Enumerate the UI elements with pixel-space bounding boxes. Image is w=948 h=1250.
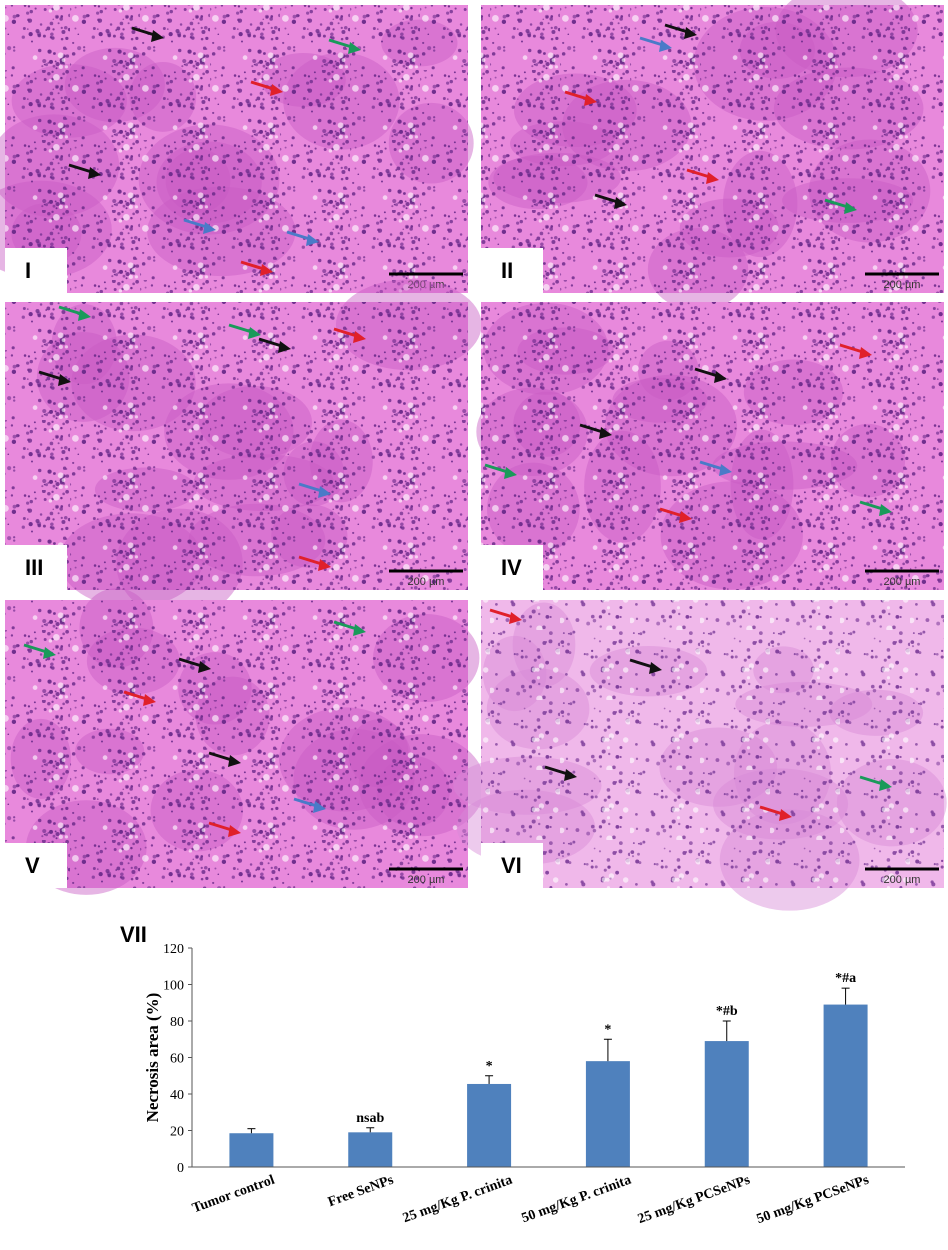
scale-bar-label: 200 µm	[408, 874, 445, 886]
arrow-head	[706, 172, 719, 184]
y-tick-label: 0	[177, 1161, 184, 1176]
arrow-head	[228, 755, 241, 767]
significance-label: nsab	[356, 1111, 384, 1126]
arrow-head	[614, 197, 627, 209]
panel-label: VII	[120, 922, 147, 947]
arrow-head	[43, 647, 56, 659]
panel-label: III	[25, 555, 43, 580]
arrow-head	[504, 467, 517, 479]
x-tick-label: 25 mg/Kg PCSeNPs	[636, 1172, 753, 1227]
arrow-head	[714, 371, 727, 383]
arrow-head	[228, 825, 241, 837]
label-box	[481, 545, 543, 590]
scale-bar-label: 200 µm	[884, 576, 921, 588]
label-box	[5, 248, 67, 293]
arrow-head	[659, 40, 672, 52]
bar	[467, 1083, 512, 1167]
bar	[585, 1061, 630, 1167]
scale-bar-label: 200 µm	[884, 279, 921, 291]
arrow-head	[306, 234, 319, 246]
significance-label: *	[486, 1059, 493, 1074]
arrow-head	[684, 27, 697, 39]
significance-label: *#a	[835, 971, 856, 986]
scale-bar-label: 200 µm	[884, 874, 921, 886]
label-box	[5, 843, 67, 888]
arrow-head	[844, 202, 857, 214]
tissue-texture	[481, 5, 944, 293]
bar	[823, 1004, 868, 1167]
tissue-texture	[481, 302, 944, 590]
bar	[348, 1132, 393, 1167]
arrow-head	[348, 42, 361, 54]
arrow-head	[313, 801, 326, 813]
arrow-head	[719, 464, 732, 476]
scale-bar-label: 200 µm	[408, 279, 445, 291]
scale-bar-label: 200 µm	[408, 576, 445, 588]
arrow-head	[248, 327, 261, 339]
micrograph-panel: III 200 µm	[5, 279, 482, 619]
arrow-head	[509, 612, 522, 624]
arrow-head	[599, 427, 612, 439]
arrow-head	[353, 331, 366, 343]
micrograph-panel: IV 200 µm	[476, 302, 944, 590]
arrow-head	[779, 809, 792, 821]
arrow-head	[78, 309, 91, 321]
panel-label: II	[501, 258, 513, 283]
y-tick-label: 20	[170, 1125, 184, 1140]
arrow-head	[198, 661, 211, 673]
micrograph-panel: II 200 µm	[481, 0, 944, 311]
panel-label: IV	[501, 555, 522, 580]
panel-label: V	[25, 853, 40, 878]
arrow-head	[649, 662, 662, 674]
y-tick-label: 120	[163, 942, 184, 957]
panel-label: I	[25, 258, 31, 283]
arrow-head	[859, 347, 872, 359]
arrow-head	[270, 84, 283, 96]
arrow-head	[679, 511, 692, 523]
significance-label: *	[604, 1022, 611, 1037]
tissue-texture	[5, 600, 468, 888]
x-tick-label: 25 mg/Kg P. crinita	[401, 1173, 515, 1227]
x-tick-label: Tumor control	[190, 1173, 276, 1217]
x-tick-label: Free SeNPs	[326, 1172, 396, 1210]
arrow-head	[278, 341, 291, 353]
tissue-texture	[5, 302, 468, 590]
y-tick-label: 100	[163, 979, 184, 994]
arrow-head	[879, 779, 892, 791]
arrow-head	[88, 167, 101, 179]
arrow-head	[353, 624, 366, 636]
arrow-head	[260, 264, 273, 276]
y-axis-label: Necrosis area (%)	[143, 993, 162, 1123]
micrograph-panel: V 200 µm	[5, 588, 486, 895]
y-tick-label: 80	[170, 1015, 184, 1030]
tissue-texture	[481, 600, 944, 888]
label-box	[481, 248, 543, 293]
arrow-head	[318, 486, 331, 498]
arrow-head	[318, 559, 331, 571]
significance-label: *#b	[716, 1004, 738, 1019]
label-box	[5, 545, 67, 590]
y-tick-label: 60	[170, 1052, 184, 1067]
arrow-head	[203, 222, 216, 234]
x-tick-label: 50 mg/Kg PCSeNPs	[755, 1172, 872, 1227]
panel-label: VI	[501, 853, 522, 878]
arrow-head	[584, 94, 597, 106]
arrow-head	[879, 504, 892, 516]
arrow-head	[151, 30, 164, 42]
arrow-head	[58, 374, 71, 386]
bar	[704, 1041, 749, 1167]
x-tick-label: 50 mg/Kg P. crinita	[520, 1173, 634, 1227]
arrow-head	[564, 769, 577, 781]
arrow-head	[143, 694, 156, 706]
micrograph-panel: I 200 µm	[0, 5, 474, 293]
bar	[229, 1133, 274, 1167]
micrograph-panel: VI 200 µm	[453, 600, 947, 911]
tissue-texture	[5, 5, 468, 293]
y-tick-label: 40	[170, 1088, 184, 1103]
label-box	[481, 843, 543, 888]
